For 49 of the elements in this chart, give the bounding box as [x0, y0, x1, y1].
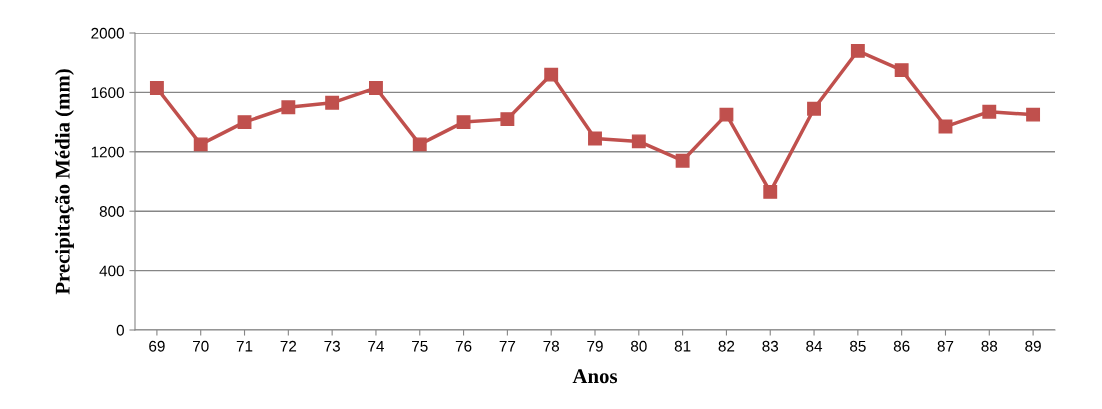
y-tick-label: 0: [116, 324, 124, 336]
point: [149, 80, 164, 95]
y-tick-label: 800: [99, 206, 124, 217]
x-tick-label: 88: [981, 340, 998, 352]
point: [719, 107, 734, 122]
x-tick-label: 78: [543, 340, 560, 352]
point: [675, 153, 690, 168]
point: [1026, 107, 1041, 122]
point: [807, 101, 821, 116]
x-tick-label: 89: [1025, 340, 1041, 352]
x-tick-label: 71: [236, 340, 253, 352]
point: [500, 112, 515, 127]
point: [850, 43, 865, 58]
point: [894, 63, 909, 78]
x-axis-title: Anos: [572, 369, 618, 384]
x-tick-label: 79: [587, 340, 603, 352]
x-tick-label: 70: [193, 340, 209, 352]
x-tick-label: 85: [850, 340, 866, 352]
point: [456, 115, 471, 130]
y-axis-title: Precipitação Média (mm): [55, 69, 74, 295]
point: [237, 115, 252, 130]
point: [982, 104, 997, 119]
x-tick-label: 69: [149, 340, 165, 352]
y-tick-label: 400: [99, 265, 124, 277]
x-tick-label: 83: [762, 340, 779, 352]
x-tick-label: 75: [412, 340, 428, 352]
y-tick-label: 1200: [91, 146, 124, 158]
x-tick-label: 84: [806, 340, 823, 352]
point: [631, 134, 646, 149]
x-tick-label: 72: [280, 340, 297, 352]
y-tick-label: 2000: [91, 27, 124, 39]
x-tick-label: 82: [718, 340, 735, 352]
point: [763, 184, 778, 199]
y-tick-label: 1600: [91, 87, 124, 99]
point: [369, 80, 383, 95]
point: [544, 67, 559, 82]
x-tick-label: 73: [324, 340, 340, 352]
x-tick-label: 81: [674, 340, 691, 352]
x-tick-label: 86: [893, 340, 910, 352]
x-tick-label: 80: [630, 340, 647, 352]
point: [193, 137, 208, 152]
x-tick-label: 76: [455, 340, 472, 352]
x-tick-label: 77: [499, 340, 516, 352]
point: [412, 137, 427, 152]
point: [325, 95, 340, 110]
x-tick-label: 87: [937, 340, 954, 352]
point: [588, 131, 602, 146]
x-tick-label: 74: [368, 340, 384, 352]
point: [281, 100, 296, 115]
